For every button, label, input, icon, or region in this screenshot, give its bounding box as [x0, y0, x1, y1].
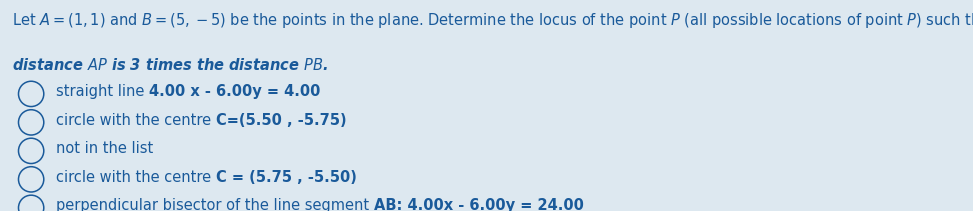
Text: Let $A = (1, 1)$ and $B = (5, -5)$ be the points in the plane. Determine the loc: Let $A = (1, 1)$ and $B = (5, -5)$ be th…: [12, 11, 973, 30]
Text: C=(5.50 , -5.75): C=(5.50 , -5.75): [216, 113, 346, 128]
Text: circle with the centre: circle with the centre: [56, 113, 216, 128]
Text: AB: 4.00x - 6.00y = 24.00: AB: 4.00x - 6.00y = 24.00: [375, 198, 584, 211]
Text: perpendicular bisector of the line segment: perpendicular bisector of the line segme…: [56, 198, 375, 211]
Text: C = (5.75 , -5.50): C = (5.75 , -5.50): [216, 170, 357, 185]
Text: circle with the centre: circle with the centre: [56, 170, 216, 185]
Text: not in the list: not in the list: [56, 141, 154, 156]
Text: distance $AP$ is 3 times the distance $PB$.: distance $AP$ is 3 times the distance $P…: [12, 57, 328, 73]
Text: 4.00 x - 6.00y = 4.00: 4.00 x - 6.00y = 4.00: [150, 84, 321, 99]
Text: straight line: straight line: [56, 84, 150, 99]
